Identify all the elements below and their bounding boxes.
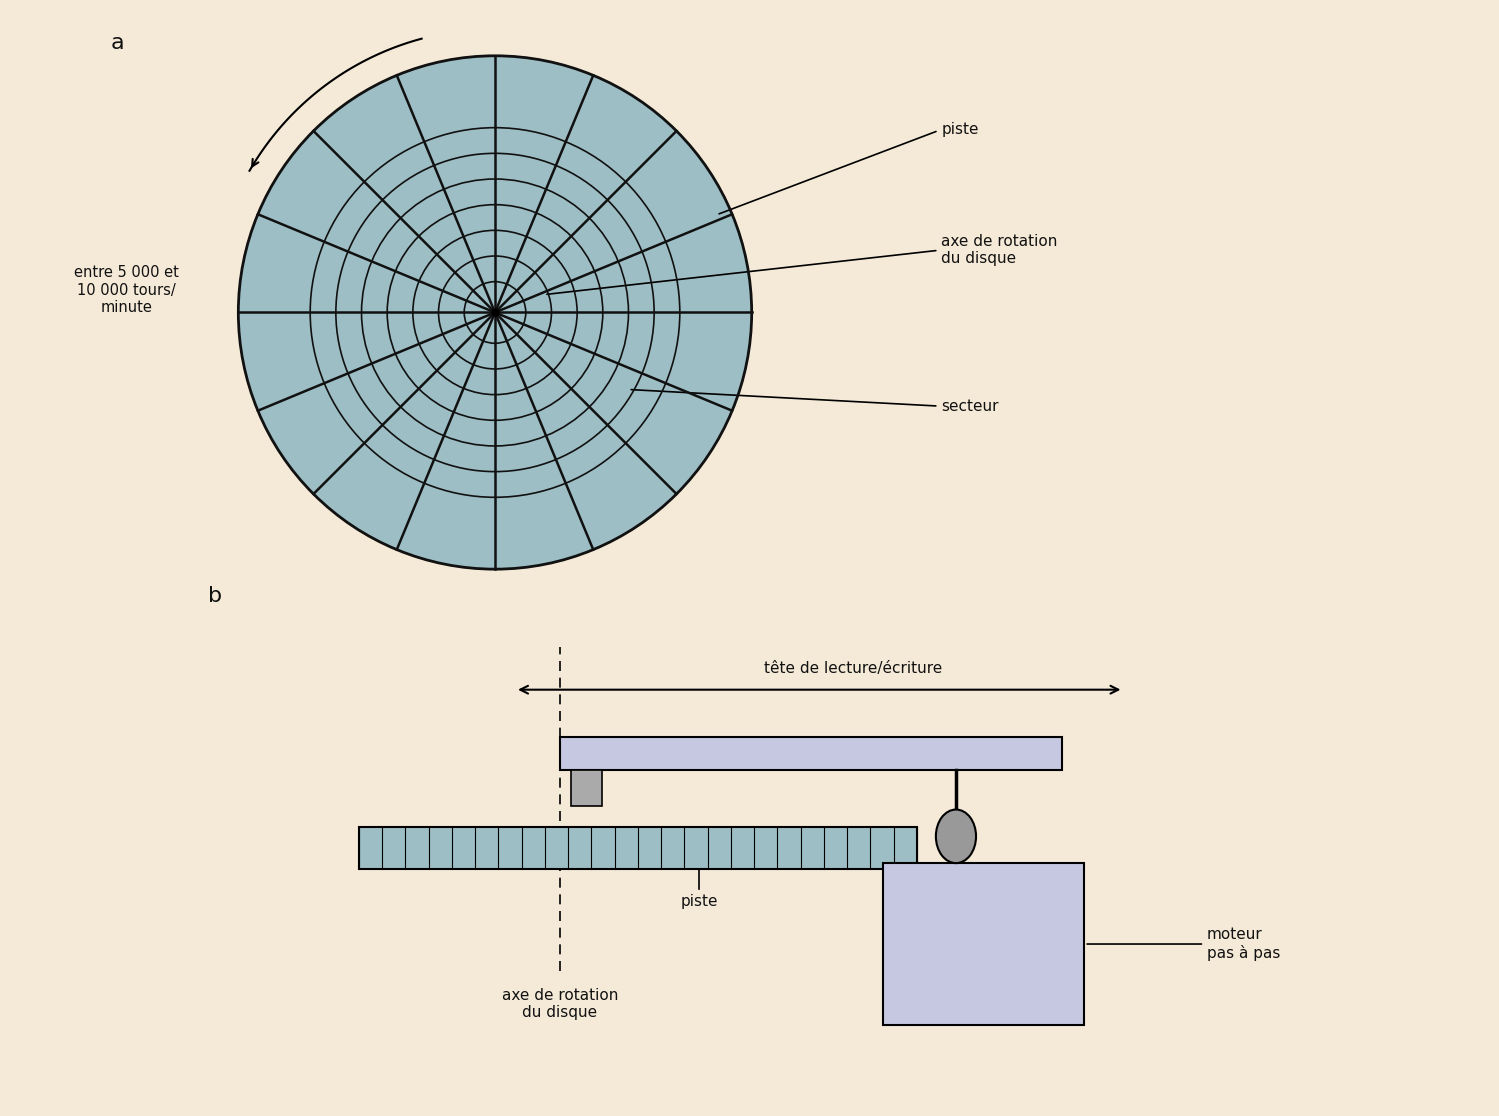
Text: piste: piste: [681, 894, 718, 908]
FancyBboxPatch shape: [571, 770, 603, 806]
Text: moteur
pas à pas: moteur pas à pas: [1087, 927, 1280, 961]
Text: secteur: secteur: [631, 389, 998, 414]
FancyBboxPatch shape: [883, 863, 1084, 1024]
Text: a: a: [111, 33, 124, 54]
Text: piste: piste: [720, 122, 979, 214]
Text: tête de lecture/écriture: tête de lecture/écriture: [763, 662, 941, 676]
Text: b: b: [208, 586, 222, 606]
Ellipse shape: [935, 809, 976, 863]
Text: axe de rotation
du disque: axe de rotation du disque: [502, 988, 618, 1020]
Text: entre 5 000 et
10 000 tours/
minute: entre 5 000 et 10 000 tours/ minute: [75, 266, 180, 315]
Text: axe de rotation
du disque: axe de rotation du disque: [547, 233, 1058, 295]
Circle shape: [238, 56, 751, 569]
FancyBboxPatch shape: [559, 737, 1061, 770]
FancyBboxPatch shape: [358, 827, 917, 869]
